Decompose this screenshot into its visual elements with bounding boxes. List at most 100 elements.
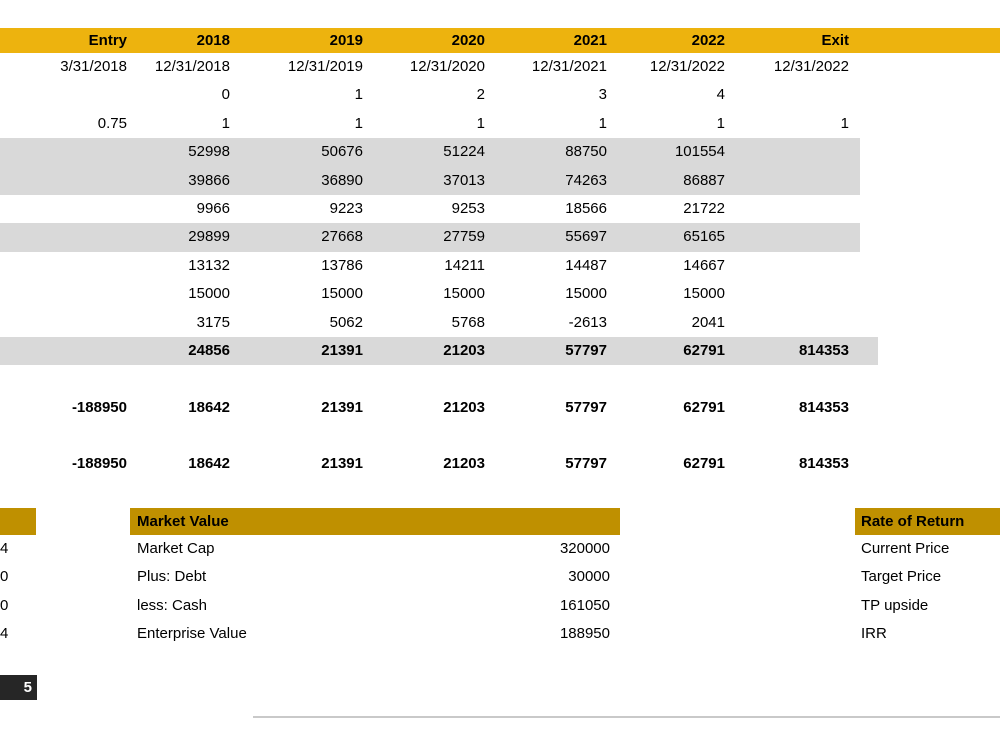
cell[interactable]: 21203 bbox=[443, 341, 485, 359]
row-label[interactable]: Market Cap bbox=[137, 540, 215, 557]
cell[interactable]: 3 bbox=[598, 86, 607, 104]
cell[interactable]: 814353 bbox=[798, 455, 849, 473]
cell[interactable] bbox=[0, 337, 130, 365]
cell[interactable]: 814353 bbox=[798, 341, 849, 359]
row-value[interactable]: 320000 bbox=[559, 540, 610, 557]
cell[interactable]: 36890 bbox=[321, 171, 363, 189]
cell[interactable]: 1 bbox=[598, 114, 607, 132]
cell[interactable]: 9253 bbox=[451, 199, 485, 217]
partial-cell-value[interactable]: 0 bbox=[0, 596, 9, 614]
cell[interactable]: 2 bbox=[476, 86, 485, 104]
highlighted-result-cell[interactable]: 5 bbox=[0, 675, 37, 700]
rate-of-return-label[interactable]: IRR bbox=[861, 625, 887, 643]
cell[interactable]: 74263 bbox=[565, 171, 607, 189]
cell[interactable] bbox=[728, 223, 852, 251]
cell[interactable]: 51224 bbox=[443, 143, 485, 161]
row-value[interactable]: 188950 bbox=[559, 625, 610, 643]
cell[interactable]: 4 bbox=[716, 86, 725, 104]
cell[interactable]: 0.75 bbox=[97, 114, 127, 132]
cell[interactable]: 86887 bbox=[683, 171, 725, 189]
cell[interactable]: 14667 bbox=[683, 256, 725, 274]
cell[interactable]: 15000 bbox=[188, 285, 230, 303]
cell[interactable] bbox=[728, 309, 852, 337]
cell[interactable] bbox=[728, 195, 852, 223]
cell[interactable] bbox=[0, 138, 130, 166]
cell[interactable] bbox=[0, 195, 130, 223]
cell[interactable]: 65165 bbox=[683, 228, 725, 246]
rate-of-return-label[interactable]: Target Price bbox=[861, 568, 942, 586]
cell[interactable]: 39866 bbox=[188, 171, 230, 189]
cell[interactable]: 15000 bbox=[443, 285, 485, 303]
cell[interactable] bbox=[728, 81, 852, 109]
cell[interactable]: 12/31/2022 bbox=[649, 58, 725, 75]
cell[interactable]: 3175 bbox=[196, 313, 230, 331]
cell[interactable] bbox=[0, 223, 130, 251]
cell[interactable]: 27759 bbox=[443, 228, 485, 246]
cell[interactable]: 13786 bbox=[321, 256, 363, 274]
cell[interactable]: 15000 bbox=[321, 285, 363, 303]
cell[interactable]: 62791 bbox=[683, 341, 725, 359]
cell[interactable]: 21391 bbox=[321, 398, 363, 416]
cell[interactable] bbox=[0, 252, 130, 280]
cell[interactable] bbox=[728, 252, 852, 280]
cell[interactable]: 1 bbox=[840, 114, 849, 132]
row-label[interactable]: Enterprise Value bbox=[137, 625, 247, 643]
cell[interactable]: -2613 bbox=[568, 313, 607, 331]
cell[interactable] bbox=[728, 138, 852, 166]
header-cell-2018[interactable]: 2018 bbox=[196, 32, 230, 49]
cell[interactable] bbox=[0, 309, 130, 337]
cell[interactable]: 1 bbox=[354, 86, 363, 104]
row-value[interactable]: 161050 bbox=[559, 596, 610, 614]
cell[interactable]: 1 bbox=[716, 114, 725, 132]
cell[interactable]: 18566 bbox=[565, 199, 607, 217]
cell[interactable]: 21203 bbox=[443, 455, 485, 473]
cell[interactable]: 27668 bbox=[321, 228, 363, 246]
cell[interactable]: 2041 bbox=[691, 313, 725, 331]
partial-cell-value[interactable]: 4 bbox=[0, 540, 9, 557]
cell[interactable]: 3/31/2018 bbox=[60, 58, 127, 75]
cell[interactable]: 9966 bbox=[196, 199, 230, 217]
row-value[interactable]: 30000 bbox=[568, 568, 610, 586]
cell[interactable]: 24856 bbox=[188, 341, 230, 359]
cell[interactable]: 18642 bbox=[188, 455, 230, 473]
header-cell-2022[interactable]: 2022 bbox=[691, 32, 725, 49]
header-cell-exit[interactable]: Exit bbox=[821, 32, 849, 49]
row-label[interactable]: Plus: Debt bbox=[137, 568, 207, 586]
cell[interactable] bbox=[0, 167, 130, 195]
cell[interactable]: 57797 bbox=[565, 341, 607, 359]
cell[interactable]: 1 bbox=[221, 114, 230, 132]
cell[interactable]: 50676 bbox=[321, 143, 363, 161]
cell[interactable]: -188950 bbox=[71, 398, 127, 416]
partial-cell-value[interactable]: 0 bbox=[0, 568, 9, 586]
cell[interactable]: 0 bbox=[221, 86, 230, 104]
header-cell-2021[interactable]: 2021 bbox=[573, 32, 607, 49]
cell[interactable]: 101554 bbox=[674, 143, 725, 161]
row-label[interactable]: less: Cash bbox=[137, 596, 208, 614]
cell[interactable] bbox=[728, 280, 852, 308]
rate-of-return-label[interactable]: TP upside bbox=[861, 596, 929, 614]
cell[interactable]: 14211 bbox=[444, 256, 485, 274]
cell[interactable]: 9223 bbox=[329, 199, 363, 217]
cell[interactable]: 5062 bbox=[329, 313, 363, 331]
header-cell-2020[interactable]: 2020 bbox=[451, 32, 485, 49]
cell[interactable]: 5768 bbox=[451, 313, 485, 331]
cell[interactable]: 814353 bbox=[798, 398, 849, 416]
cell[interactable]: 12/31/2022 bbox=[773, 58, 849, 75]
partial-cell-value[interactable]: 4 bbox=[0, 625, 9, 643]
cell[interactable] bbox=[0, 81, 130, 109]
header-cell-2019[interactable]: 2019 bbox=[329, 32, 363, 49]
cell[interactable] bbox=[728, 167, 852, 195]
rate-of-return-label[interactable]: Current Price bbox=[861, 540, 950, 557]
cell[interactable]: 29899 bbox=[188, 228, 230, 246]
cell[interactable]: 12/31/2021 bbox=[531, 58, 607, 75]
header-cell-entry[interactable]: Entry bbox=[88, 32, 127, 49]
cell[interactable]: 12/31/2018 bbox=[154, 58, 230, 75]
cell[interactable]: 12/31/2020 bbox=[409, 58, 485, 75]
cell[interactable]: 62791 bbox=[683, 455, 725, 473]
cell[interactable]: 55697 bbox=[565, 228, 607, 246]
cell[interactable]: 57797 bbox=[565, 455, 607, 473]
cell[interactable]: 12/31/2019 bbox=[287, 58, 363, 75]
cell[interactable]: 15000 bbox=[683, 285, 725, 303]
cell[interactable]: 13132 bbox=[188, 256, 230, 274]
cell[interactable] bbox=[0, 280, 130, 308]
